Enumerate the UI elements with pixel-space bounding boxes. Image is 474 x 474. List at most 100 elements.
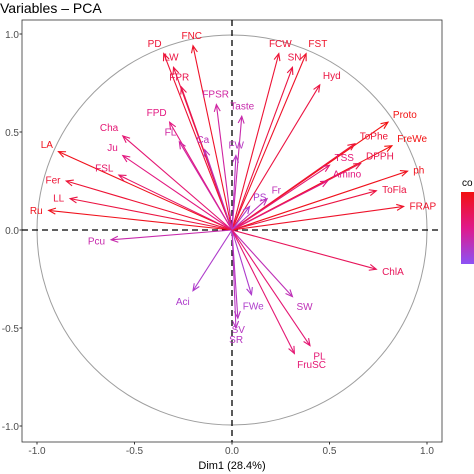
arrow-head	[368, 264, 378, 271]
variable-label-fwe: FWe	[243, 301, 264, 312]
arrow-shaft	[231, 229, 293, 298]
arrow-shaft	[231, 190, 377, 231]
variable-label-frewe: FreWe	[397, 134, 427, 145]
variable-label-fl: FL	[165, 128, 177, 139]
variable-arrow-pl	[231, 229, 311, 347]
variable-arrow-fw	[231, 154, 240, 231]
x-tick-label: -1.0	[28, 446, 46, 457]
arrow-shaft	[66, 180, 233, 231]
variable-label-tophe: ToPhe	[360, 131, 389, 142]
arrow-shaft	[192, 229, 233, 292]
variable-label-ju: Ju	[107, 143, 118, 154]
arrow-shaft	[231, 155, 237, 231]
variable-arrow-hyd	[231, 83, 321, 231]
arrow-head	[288, 345, 296, 355]
arrow-head	[109, 235, 119, 243]
arrow-shaft	[231, 170, 408, 231]
variable-arrow-ph	[231, 170, 409, 231]
arrow-head	[121, 154, 131, 163]
arrow-head	[178, 140, 186, 150]
variable-arrow-frusc	[231, 229, 296, 355]
arrow-shaft	[178, 141, 233, 231]
variable-label-lw: LW	[164, 53, 179, 64]
arrow-shaft	[70, 198, 233, 231]
arrow-shaft	[192, 45, 233, 231]
arrow-head	[273, 52, 281, 62]
arrow-shaft	[231, 206, 250, 231]
variable-label-hyd: Hyd	[323, 71, 341, 82]
variable-label-pd: PD	[148, 39, 162, 50]
arrow-shaft	[231, 229, 295, 354]
variable-arrow-frap	[231, 203, 405, 231]
variable-label-tofla: ToFla	[382, 185, 407, 196]
arrow-head	[192, 283, 200, 292]
chart-title: Variables – PCA	[0, 0, 102, 16]
variable-arrow-chla	[231, 229, 378, 271]
variable-label-amino: Amino	[333, 169, 362, 180]
x-tick-label: 1.0	[420, 446, 434, 457]
variable-label-tss: TSS	[334, 153, 354, 164]
x-tick-label: -0.5	[126, 446, 144, 457]
arrow-shaft	[231, 84, 321, 231]
arrow-shaft	[231, 180, 328, 231]
variable-arrow-fr	[231, 197, 269, 231]
arrow-head	[121, 135, 131, 144]
arrow-head	[203, 148, 211, 158]
x-axis-label: Dim1 (28.4%)	[198, 460, 265, 472]
arrow-head	[64, 179, 74, 187]
arrow-shaft	[48, 209, 233, 231]
variable-arrow-fsl	[117, 174, 233, 231]
arrow-head	[232, 154, 240, 163]
variable-label-ru: Ru	[30, 206, 43, 217]
x-tick-label: 0.5	[323, 446, 337, 457]
arrow-shaft	[231, 229, 239, 319]
variable-label-ll: LL	[53, 193, 65, 204]
arrow-shaft	[118, 174, 233, 231]
arrow-head	[353, 162, 362, 170]
variable-label-pcu: Pcu	[88, 236, 105, 247]
arrow-head	[380, 121, 390, 129]
variable-label-sv: SV	[232, 325, 246, 336]
variable-arrow-fwe	[231, 229, 253, 297]
variable-arrow-la	[57, 151, 233, 231]
y-tick-label: -0.5	[2, 324, 20, 335]
variable-label-dpph: DPPH	[366, 152, 394, 163]
variable-label-fw: FW	[228, 141, 244, 152]
variable-label-fpr: FPR	[169, 72, 189, 83]
y-axis-ticks: -1.0 -0.5 0.0 0.5 1.0	[2, 30, 22, 433]
arrow-head	[286, 66, 294, 75]
arrow-head	[396, 203, 405, 211]
arrow-head	[168, 120, 177, 130]
arrow-head	[246, 287, 253, 297]
variable-arrow-fer	[64, 179, 233, 231]
variable-label-ca: Ca	[196, 135, 209, 146]
arrow-shaft	[122, 155, 233, 231]
arrow-head	[313, 83, 321, 93]
arrow-head	[347, 142, 356, 151]
variable-label-cha: Cha	[100, 123, 119, 134]
arrow-head	[190, 44, 198, 54]
variable-arrow-cha	[121, 135, 233, 231]
variable-arrow-tophe	[231, 142, 356, 231]
arrow-head	[319, 180, 329, 188]
variable-label-fnc: FNC	[181, 31, 202, 42]
y-tick-label: 0.5	[5, 128, 19, 139]
arrow-head	[300, 52, 307, 62]
variable-arrow-fst	[231, 52, 307, 231]
variable-label-fpsr: FPSR	[202, 90, 229, 101]
variable-label-fer: Fer	[45, 175, 61, 186]
arrow-head	[285, 289, 294, 298]
variable-arrow-ju	[121, 154, 233, 231]
variable-label-la: LA	[41, 140, 54, 151]
arrow-shaft	[231, 229, 377, 270]
variable-label-sw: SW	[296, 302, 313, 313]
arrow-head	[47, 207, 57, 215]
variable-label-fcw: FCW	[269, 39, 292, 50]
variable-arrow-aci	[192, 229, 233, 292]
arrow-shaft	[122, 135, 233, 231]
arrow-shaft	[231, 229, 311, 346]
arrow-shaft	[231, 116, 243, 231]
y-tick-label: 1.0	[5, 30, 19, 41]
